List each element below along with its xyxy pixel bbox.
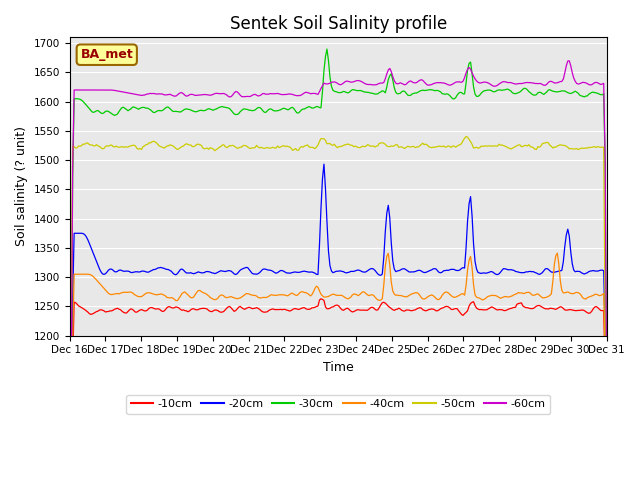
-50cm [575,147,582,153]
Line: -10cm: -10cm [70,299,607,480]
-30cm [323,46,331,52]
-20cm [301,268,308,274]
-60cm [603,396,611,402]
-60cm [132,91,140,97]
-60cm [244,94,252,99]
X-axis label: Time: Time [323,361,353,374]
Title: Sentek Soil Salinity profile: Sentek Soil Salinity profile [230,15,447,33]
-10cm [317,296,325,301]
-30cm [575,90,582,96]
-50cm [132,143,140,149]
-40cm [554,250,561,256]
-30cm [132,105,140,110]
-10cm [253,305,260,311]
-20cm [226,268,234,274]
-20cm [320,161,328,167]
-20cm [253,271,260,277]
-30cm [253,106,260,111]
Line: -50cm: -50cm [70,136,607,480]
-40cm [301,289,308,295]
-20cm [244,265,252,271]
-60cm [575,81,582,87]
-30cm [226,106,234,111]
Line: -30cm: -30cm [70,49,607,480]
-60cm [301,90,308,96]
-50cm [244,144,252,150]
-30cm [603,402,611,408]
-30cm [301,106,308,112]
-40cm [132,292,140,298]
Line: -40cm: -40cm [70,253,607,480]
-20cm [575,268,582,274]
-60cm [226,94,234,100]
Y-axis label: Soil salinity (? unit): Soil salinity (? unit) [15,127,28,247]
-50cm [462,133,470,139]
-60cm [566,58,573,64]
-40cm [226,294,234,300]
-30cm [244,107,252,112]
Line: -20cm: -20cm [70,164,607,480]
-10cm [575,308,582,313]
-40cm [244,291,252,297]
-10cm [244,305,252,311]
-10cm [301,305,308,311]
Line: -60cm: -60cm [70,61,607,480]
-40cm [575,290,582,296]
-20cm [132,269,140,275]
-50cm [253,143,260,148]
-10cm [226,303,234,309]
-50cm [301,143,308,149]
Legend: -10cm, -20cm, -30cm, -40cm, -50cm, -60cm: -10cm, -20cm, -30cm, -40cm, -50cm, -60cm [126,395,550,414]
-50cm [226,143,234,148]
-60cm [253,92,260,98]
-10cm [132,309,140,315]
-40cm [253,293,260,299]
Text: BA_met: BA_met [81,48,133,61]
